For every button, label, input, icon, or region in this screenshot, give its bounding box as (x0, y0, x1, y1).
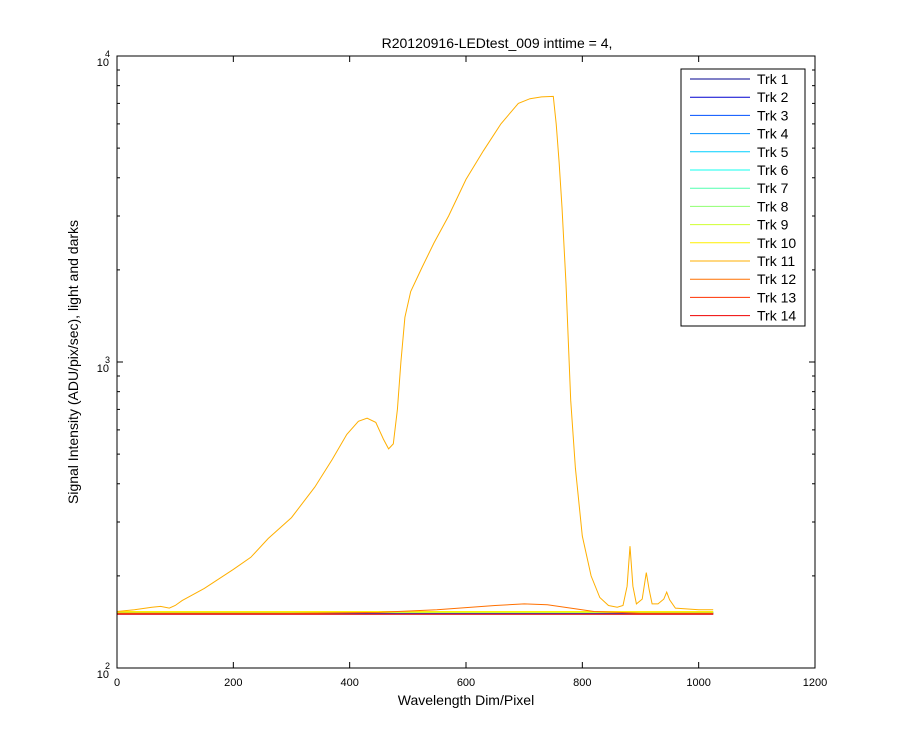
legend-box (680, 68, 806, 327)
y-tick-label-exponent: 3 (105, 355, 110, 365)
legend-label-trk-7: Trk 7 (757, 180, 789, 196)
series-layer (116, 95, 714, 615)
legend-label-trk-14: Trk 14 (757, 308, 796, 324)
legend-label-trk-3: Trk 3 (757, 107, 789, 123)
legend-label-trk-2: Trk 2 (757, 89, 789, 105)
x-tick-label: 600 (457, 677, 475, 689)
legend-label-trk-10: Trk 10 (757, 235, 796, 251)
legend-label-trk-8: Trk 8 (757, 198, 789, 214)
legend-label-trk-13: Trk 13 (757, 289, 796, 305)
chart-title: R20120916-LEDtest_009 inttime = 4, (382, 35, 613, 51)
y-tick-label-base: 10 (97, 363, 109, 375)
x-tick-label: 1200 (803, 677, 827, 689)
y-tick-label-exponent: 2 (105, 661, 110, 671)
legend-label-trk-4: Trk 4 (757, 126, 789, 142)
legend-label-trk-6: Trk 6 (757, 162, 789, 178)
legend: Trk 1 Trk 2 Trk 3 Trk 4 Trk 5 Trk 6 Trk 7 Trk 8… (680, 68, 806, 327)
legend-label-trk-12: Trk 12 (757, 271, 796, 287)
x-tick-label: 200 (224, 677, 242, 689)
x-tick-label: 0 (114, 677, 120, 689)
legend-label-trk-5: Trk 5 (757, 144, 789, 160)
x-axis-label: Wavelength Dim/Pixel (398, 692, 534, 708)
series-line-trk-11 (116, 95, 714, 612)
y-tick-label-base: 10 (97, 57, 109, 69)
x-tick-label: 800 (573, 677, 591, 689)
x-tick-label: 1000 (686, 677, 710, 689)
y-tick-label-exponent: 4 (105, 49, 110, 59)
legend-items: Trk 1 Trk 2 Trk 3 Trk 4 Trk 5 Trk 6 Trk 7 Trk 8… (690, 71, 796, 324)
x-tick-label: 400 (340, 677, 358, 689)
y-tick-label-base: 10 (97, 669, 109, 681)
legend-label-trk-9: Trk 9 (757, 217, 789, 233)
y-axis-label: Signal Intensity (ADU/pix/sec), light an… (65, 220, 81, 504)
legend-label-trk-11: Trk 11 (757, 253, 795, 269)
series-line-trk-12 (117, 603, 714, 614)
legend-label-trk-1: Trk 1 (757, 71, 789, 87)
